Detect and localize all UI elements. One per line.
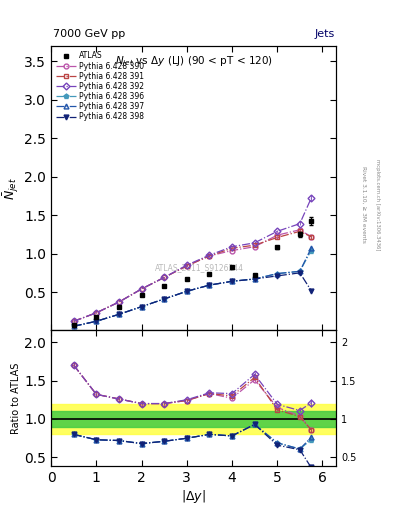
Y-axis label: Ratio to ATLAS: Ratio to ATLAS	[11, 362, 22, 434]
Text: $N_{jet}$ vs $\Delta y$ (LJ) (90 < pT < 120): $N_{jet}$ vs $\Delta y$ (LJ) (90 < pT < …	[115, 55, 272, 69]
Text: mcplots.cern.ch [arXiv:1306.3436]: mcplots.cern.ch [arXiv:1306.3436]	[375, 159, 380, 250]
Text: Jets: Jets	[314, 29, 335, 39]
Bar	[51, 411, 336, 426]
Y-axis label: $\bar{N}_{jet}$: $\bar{N}_{jet}$	[2, 177, 22, 200]
Text: Rivet 3.1.10, ≥ 3M events: Rivet 3.1.10, ≥ 3M events	[361, 166, 366, 243]
Text: 7000 GeV pp: 7000 GeV pp	[53, 29, 125, 39]
Text: ATLAS_2011_S9126244: ATLAS_2011_S9126244	[155, 263, 244, 272]
X-axis label: $|\Delta y|$: $|\Delta y|$	[181, 487, 206, 504]
Bar	[51, 403, 336, 434]
Legend: ATLAS, Pythia 6.428 390, Pythia 6.428 391, Pythia 6.428 392, Pythia 6.428 396, P: ATLAS, Pythia 6.428 390, Pythia 6.428 39…	[55, 50, 145, 123]
